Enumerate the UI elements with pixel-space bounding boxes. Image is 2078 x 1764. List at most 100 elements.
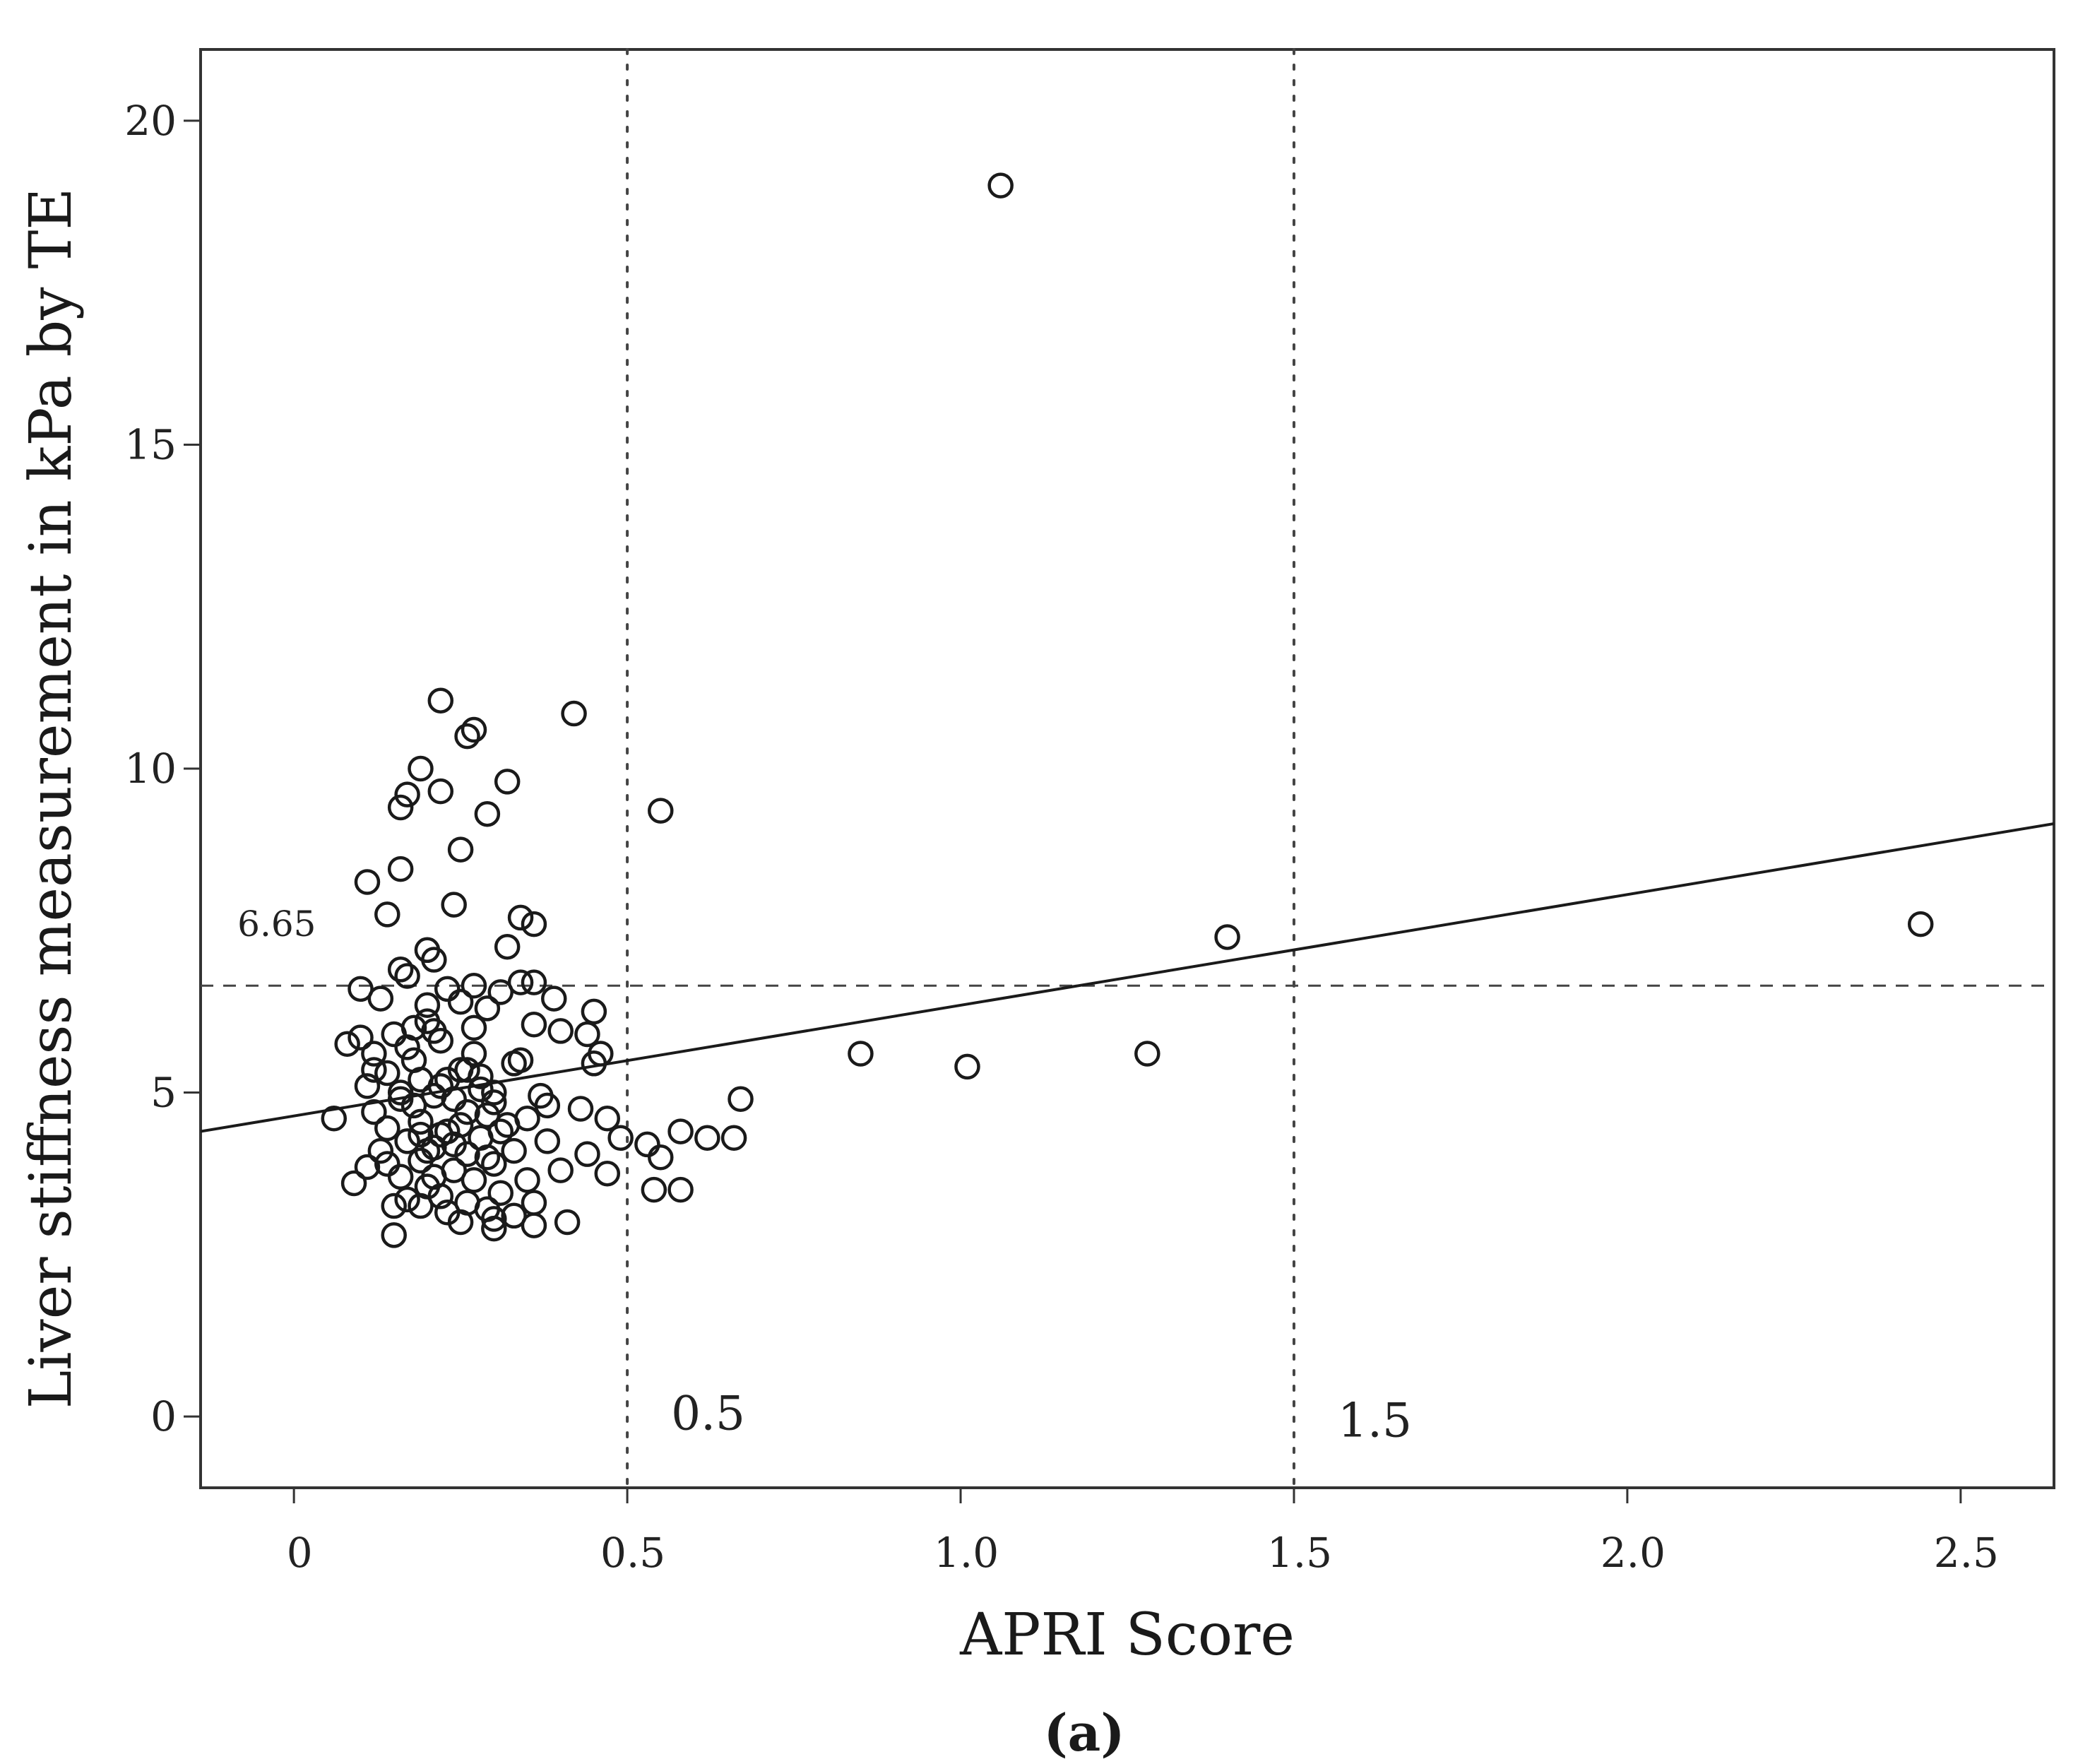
data-point (434, 976, 461, 1002)
x-tick-label: 2.5 (1934, 1529, 1999, 1577)
data-point (648, 1144, 674, 1171)
fit-line-group (200, 822, 2055, 1133)
data-point (481, 1079, 507, 1106)
data-point (521, 911, 547, 937)
data-point (447, 1057, 474, 1083)
data-point (501, 1137, 527, 1164)
data-point (501, 1202, 527, 1229)
data-point (361, 1057, 387, 1083)
data-point (427, 1073, 454, 1099)
data-point (361, 1099, 387, 1125)
data-point (607, 1125, 634, 1152)
data-point (441, 892, 467, 918)
data-point (461, 716, 487, 743)
data-point (387, 794, 414, 821)
y-tick-label: 5 (150, 1069, 177, 1117)
data-point (461, 972, 487, 999)
data-point (461, 1041, 487, 1067)
data-point (408, 1192, 434, 1219)
data-point (361, 1041, 387, 1067)
data-point (348, 1024, 374, 1050)
data-point (494, 933, 521, 960)
x-tick-label: 2.0 (1601, 1529, 1666, 1577)
data-point (387, 1164, 414, 1190)
data-point (394, 1034, 420, 1060)
x-tick-label: 1.5 (1267, 1529, 1332, 1577)
data-point (414, 1137, 441, 1164)
x-tick-label: 0.5 (600, 1529, 665, 1577)
data-point (394, 1128, 420, 1154)
data-point (427, 1027, 454, 1054)
data-point (321, 1105, 348, 1132)
y-tick-label: 15 (124, 420, 177, 468)
data-point (581, 1050, 607, 1077)
data-point (534, 1128, 561, 1154)
data-point (348, 976, 374, 1002)
data-point (394, 781, 420, 807)
data-point (367, 985, 394, 1012)
data-point (848, 1041, 874, 1067)
y-tick-label: 20 (124, 97, 177, 145)
data-point (408, 1121, 434, 1148)
data-point (1134, 1041, 1160, 1067)
y-axis-title: Liver stiffness measurement in kPa by TE (18, 188, 85, 1409)
data-point (521, 1012, 547, 1038)
data-point (547, 1018, 574, 1044)
data-point (720, 1125, 747, 1152)
data-point (507, 904, 534, 931)
x-axis-ticks: 0 0.5 1.0 1.5 2.0 2.5 (287, 1488, 1999, 1577)
x-axis-title: APRI Score (959, 1602, 1295, 1669)
data-point (667, 1118, 694, 1144)
data-point (494, 1112, 521, 1138)
data-point (574, 1141, 600, 1167)
data-point (487, 1180, 513, 1206)
data-point (340, 1170, 367, 1197)
data-point (387, 957, 414, 983)
data-point (461, 1167, 487, 1193)
data-point (381, 1021, 407, 1048)
data-point (387, 1086, 414, 1112)
data-point (427, 687, 454, 714)
data-point (367, 1137, 394, 1164)
data-point (381, 1192, 407, 1219)
data-point (481, 1089, 507, 1115)
data-point (1214, 924, 1240, 950)
data-point (594, 1160, 621, 1187)
data-point (514, 1167, 540, 1193)
data-point (394, 963, 420, 989)
data-point (454, 723, 480, 750)
data-point (487, 979, 513, 1005)
data-point (468, 1076, 494, 1103)
x-tick-label: 1.0 (934, 1529, 999, 1577)
data-point (554, 1209, 581, 1236)
data-point (427, 778, 454, 805)
data-point (481, 1206, 507, 1232)
data-point (408, 1108, 434, 1135)
data-point (387, 856, 414, 882)
data-point (441, 1131, 467, 1158)
data-point (447, 1209, 474, 1236)
data-point (521, 1212, 547, 1238)
data-point (474, 800, 501, 827)
data-point (481, 1215, 507, 1242)
data-point (354, 1073, 381, 1099)
data-point (447, 988, 474, 1015)
data-point (374, 1115, 400, 1142)
data-points (321, 172, 1934, 1248)
data-point (634, 1131, 660, 1158)
ref-label-6-65: 6.65 (237, 904, 316, 945)
data-point (441, 1086, 467, 1112)
ref-label-0-5: 0.5 (671, 1386, 745, 1440)
plot-frame (199, 48, 2055, 1489)
data-point (507, 969, 534, 995)
data-point (387, 1079, 414, 1106)
data-point (481, 1151, 507, 1177)
data-point (454, 1099, 480, 1125)
data-point (461, 1014, 487, 1041)
data-point (521, 969, 547, 995)
data-point (954, 1053, 980, 1080)
fit-line (200, 822, 2055, 1133)
data-point (408, 755, 434, 782)
data-point (547, 1157, 574, 1183)
reference-lines (201, 48, 2054, 1489)
